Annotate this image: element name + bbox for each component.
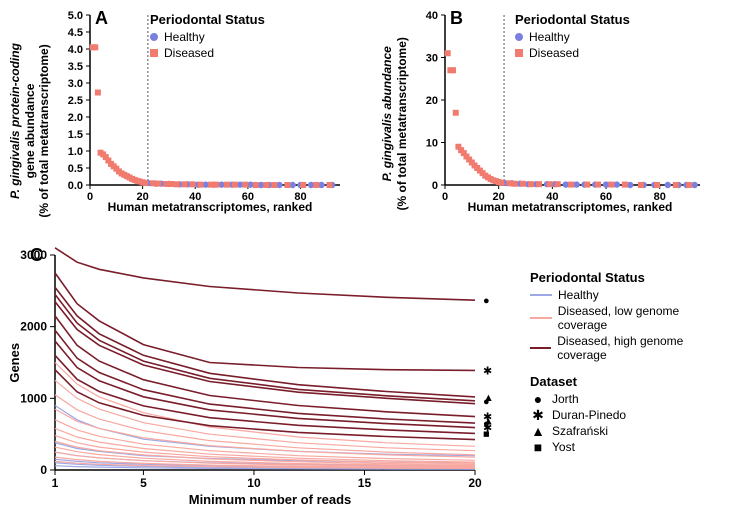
svg-text:0.0: 0.0 [68, 180, 83, 192]
legend-b-healthy: Healthy [529, 30, 570, 44]
circle-icon [515, 33, 523, 41]
line-icon [530, 317, 552, 319]
svg-text:40: 40 [426, 10, 438, 22]
svg-text:4.5: 4.5 [68, 27, 83, 39]
svg-text:1.0: 1.0 [68, 146, 83, 158]
legend-dataset-row: ✱ Duran-Pinedo [530, 408, 730, 422]
svg-text:4.0: 4.0 [68, 44, 83, 56]
svg-text:0: 0 [40, 463, 47, 477]
panel-b-legend: Periodontal Status Healthy Diseased [515, 12, 630, 62]
svg-text:2.5: 2.5 [68, 95, 83, 107]
legend-b-title: Periodontal Status [515, 12, 630, 27]
dataset-marker-icon: ■ [530, 440, 546, 454]
svg-text:●: ● [483, 396, 490, 408]
legend-a-diseased: Diseased [164, 46, 214, 60]
legend-dataset-row: ▲ Szafrański [530, 424, 730, 438]
dataset-marker-icon: ✱ [530, 408, 546, 422]
dataset-marker-icon: ● [530, 392, 546, 406]
svg-text:0.5: 0.5 [68, 163, 83, 175]
svg-text:5: 5 [140, 476, 147, 490]
legend-c-healthy: Healthy [558, 288, 599, 302]
circle-icon [150, 33, 158, 41]
square-icon [515, 49, 523, 57]
svg-text:10: 10 [426, 138, 438, 150]
legend-c-datasets: ● Jorth ✱ Duran-Pinedo ▲ Szafrański ■ Yost [530, 392, 730, 454]
square-icon [150, 49, 158, 57]
legend-a-title: Periodontal Status [150, 12, 265, 27]
panel-c: C Genes 151015200100020003000●✱▲●✱▲●✱■ M… [0, 240, 730, 515]
panel-a-xlabel: Human metatranscriptomes, ranked [80, 200, 340, 214]
legend-c-status-title: Periodontal Status [530, 270, 730, 285]
legend-dataset-row: ■ Yost [530, 440, 730, 454]
dataset-label: Duran-Pinedo [552, 408, 626, 422]
line-icon [530, 347, 551, 349]
svg-text:3.0: 3.0 [68, 78, 83, 90]
legend-c-dataset-title: Dataset [530, 374, 730, 389]
panel-a-legend: Periodontal Status Healthy Diseased [150, 12, 265, 62]
dataset-label: Szafrański [552, 424, 608, 438]
svg-text:■: ■ [483, 428, 490, 440]
figure-container: A P. gingivalis protein-codinggene abund… [0, 0, 730, 515]
svg-text:✱: ✱ [483, 365, 492, 377]
svg-text:●: ● [483, 295, 490, 307]
svg-text:3000: 3000 [20, 248, 47, 262]
dataset-marker-icon: ▲ [530, 424, 546, 438]
legend-c-dlow: Diseased, low genome coverage [558, 304, 730, 332]
svg-text:20: 20 [426, 95, 438, 107]
panel-a: A P. gingivalis protein-codinggene abund… [0, 0, 365, 230]
legend-c-dlow-row: Diseased, low genome coverage [530, 304, 730, 332]
panel-b: B P. gingivalis abundance(% of total met… [365, 0, 730, 230]
legend-dataset-row: ● Jorth [530, 392, 730, 406]
dataset-label: Jorth [552, 392, 579, 406]
svg-text:20: 20 [468, 476, 482, 490]
legend-b-diseased: Diseased [529, 46, 579, 60]
legend-a-healthy: Healthy [164, 30, 205, 44]
svg-text:3.5: 3.5 [68, 61, 83, 73]
legend-c-dhigh-row: Diseased, high genome coverage [530, 334, 730, 362]
svg-text:1.5: 1.5 [68, 129, 83, 141]
svg-text:15: 15 [358, 476, 372, 490]
panel-c-xlabel: Minimum number of reads [100, 492, 440, 507]
line-icon [530, 294, 552, 296]
svg-text:2.0: 2.0 [68, 112, 83, 124]
panel-c-svg: 151015200100020003000●✱▲●✱▲●✱■ [0, 240, 530, 515]
legend-c-dhigh: Diseased, high genome coverage [557, 334, 730, 362]
svg-text:2000: 2000 [20, 320, 47, 334]
legend-c-healthy-row: Healthy [530, 288, 730, 302]
legend-b-healthy-row: Healthy [515, 30, 630, 44]
legend-a-diseased-row: Diseased [150, 46, 265, 60]
svg-text:0: 0 [432, 180, 438, 192]
svg-text:1: 1 [52, 476, 59, 490]
panel-c-legend: Periodontal Status Healthy Diseased, low… [530, 270, 730, 456]
svg-text:1000: 1000 [20, 391, 47, 405]
svg-text:30: 30 [426, 53, 438, 65]
svg-text:5.0: 5.0 [68, 10, 83, 22]
panel-b-xlabel: Human metatranscriptomes, ranked [440, 200, 700, 214]
svg-text:10: 10 [247, 476, 261, 490]
dataset-label: Yost [552, 440, 575, 454]
legend-b-diseased-row: Diseased [515, 46, 630, 60]
legend-a-healthy-row: Healthy [150, 30, 265, 44]
